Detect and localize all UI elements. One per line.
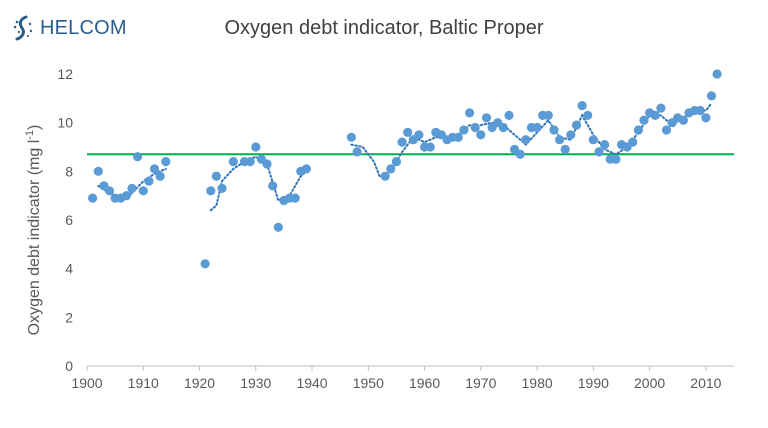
data-point <box>155 171 165 181</box>
data-point <box>701 113 711 123</box>
data-point <box>414 130 424 140</box>
y-tick-label: 0 <box>65 358 73 374</box>
data-point <box>268 181 278 191</box>
data-point <box>476 130 486 140</box>
data-point <box>661 125 672 135</box>
data-point <box>211 171 221 181</box>
y-tick-label: 4 <box>65 261 73 277</box>
data-point <box>453 132 463 142</box>
y-axis-label: Oxygen debt indicator (mg l-1) <box>24 125 43 336</box>
helcom-logo-icon <box>13 15 33 41</box>
data-point <box>695 105 705 116</box>
y-tick-label: 2 <box>65 309 73 325</box>
data-point <box>262 159 272 169</box>
data-point <box>133 152 143 162</box>
x-tick-label: 2010 <box>690 375 721 391</box>
data-point <box>583 110 593 120</box>
data-point <box>470 122 480 133</box>
y-tick-label: 12 <box>57 66 73 82</box>
helcom-logo: HELCOM <box>10 14 127 42</box>
data-point <box>515 149 525 159</box>
data-point <box>403 127 413 137</box>
data-point <box>149 164 160 174</box>
data-point <box>217 183 227 193</box>
data-point <box>594 147 604 157</box>
x-tick-label: 1950 <box>353 375 384 391</box>
data-point <box>161 157 171 167</box>
trend-line <box>209 155 308 212</box>
x-tick-label: 1900 <box>71 375 102 391</box>
data-point <box>543 110 553 120</box>
data-point <box>93 166 103 176</box>
data-point <box>678 115 689 125</box>
data-point <box>628 137 638 147</box>
data-point <box>588 135 598 145</box>
data-point <box>386 164 396 174</box>
x-tick-label: 1930 <box>240 375 271 391</box>
data-point <box>397 137 407 147</box>
data-point <box>639 115 649 125</box>
data-point <box>346 132 356 142</box>
data-point <box>273 222 283 232</box>
data-point <box>498 122 508 133</box>
data-point <box>504 110 514 120</box>
y-tick-label: 10 <box>57 115 73 131</box>
data-point <box>206 186 216 196</box>
data-point <box>481 113 492 123</box>
data-point <box>200 259 210 269</box>
data-point <box>352 147 362 157</box>
data-point <box>465 108 475 118</box>
data-point <box>650 110 660 120</box>
data-point <box>560 144 570 154</box>
data-point <box>127 183 137 193</box>
x-tick-label: 1990 <box>578 375 609 391</box>
data-point <box>611 154 621 164</box>
data-point <box>633 125 644 135</box>
data-point <box>425 142 435 152</box>
chart-title: Oxygen debt indicator, Baltic Proper <box>224 17 544 39</box>
y-tick-label: 8 <box>65 163 73 179</box>
data-point <box>380 171 390 181</box>
y-axis-label-superscript: -1 <box>24 130 36 140</box>
x-tick-label: 1920 <box>184 375 215 391</box>
data-point <box>301 164 311 174</box>
data-point <box>251 142 261 152</box>
data-point <box>228 157 238 167</box>
x-tick-label: 1960 <box>409 375 440 391</box>
data-point <box>104 186 115 196</box>
data-point <box>245 157 255 167</box>
data-point <box>459 125 469 135</box>
data-point <box>532 122 542 133</box>
data-point <box>391 157 401 167</box>
data-point <box>121 191 131 201</box>
x-tick-label: 1970 <box>465 375 496 391</box>
data-point <box>144 176 154 186</box>
logo-text: HELCOM <box>40 16 127 39</box>
x-tick-label: 1980 <box>522 375 553 391</box>
data-point <box>706 91 717 101</box>
data-point <box>712 69 722 79</box>
y-tick-label: 6 <box>65 212 73 228</box>
data-point <box>600 140 610 150</box>
data-point <box>138 186 148 196</box>
data-point <box>566 130 576 140</box>
x-tick-label: 1910 <box>128 375 159 391</box>
data-point <box>521 135 531 145</box>
x-tick-label: 2000 <box>634 375 665 391</box>
data-point <box>577 101 587 111</box>
x-tick-label: 1940 <box>296 375 327 391</box>
data-point <box>555 135 565 145</box>
data-point <box>88 193 98 203</box>
data-point <box>290 193 300 203</box>
data-point <box>656 103 666 113</box>
data-point <box>571 120 582 130</box>
data-point <box>549 125 559 135</box>
